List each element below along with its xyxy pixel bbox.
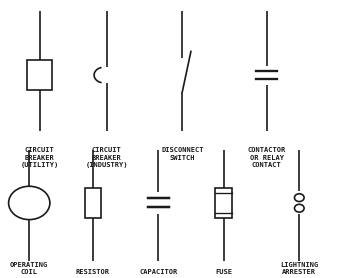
- Bar: [85, 188, 101, 217]
- Bar: [215, 188, 232, 217]
- Text: DISCONNECT
SWITCH: DISCONNECT SWITCH: [161, 147, 204, 161]
- Bar: [27, 60, 52, 90]
- Text: CONTACTOR
OR RELAY
CONTACT: CONTACTOR OR RELAY CONTACT: [247, 147, 286, 168]
- Text: CIRCUIT
BREAKER
(INDUSTRY): CIRCUIT BREAKER (INDUSTRY): [85, 147, 128, 168]
- Text: LIGHTNING
ARRESTER: LIGHTNING ARRESTER: [280, 262, 319, 275]
- Text: FUSE: FUSE: [215, 269, 232, 275]
- Text: CAPACITOR: CAPACITOR: [139, 269, 178, 275]
- Text: RESISTOR: RESISTOR: [76, 269, 110, 275]
- Text: OPERATING
COIL: OPERATING COIL: [10, 262, 49, 275]
- Text: CIRCUIT
BREAKER
(UTILITY): CIRCUIT BREAKER (UTILITY): [20, 147, 59, 168]
